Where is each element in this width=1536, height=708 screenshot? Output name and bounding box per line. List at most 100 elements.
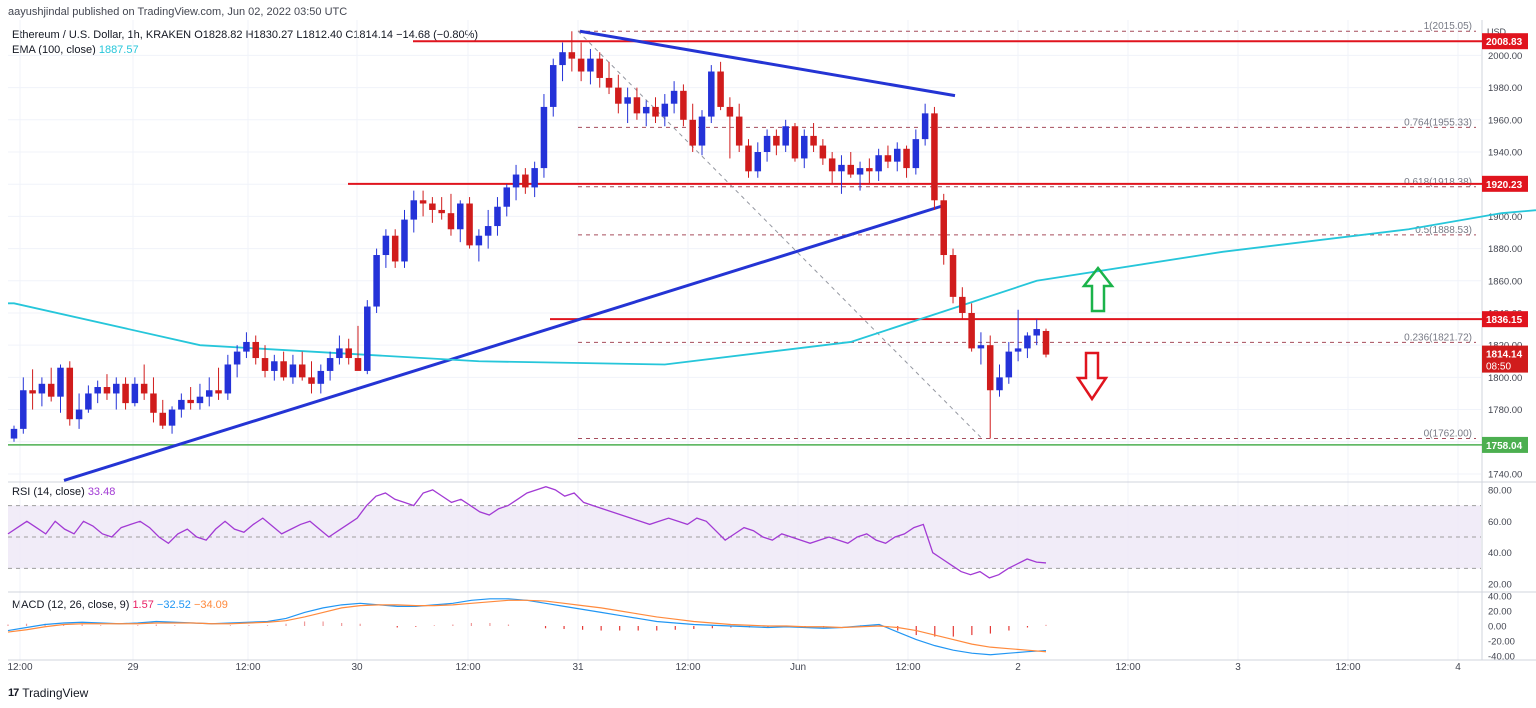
candle [457, 200, 464, 243]
candle [912, 129, 920, 175]
candle [438, 197, 445, 220]
candle [150, 377, 157, 423]
macd-tick-label: -20.00 [1488, 637, 1515, 648]
candle [391, 229, 399, 268]
candle-body [754, 152, 762, 172]
low-value: L1812.40 [296, 29, 343, 41]
candle-body [233, 351, 241, 365]
candle [642, 100, 650, 127]
rsi-label: RSI (14, close) [12, 486, 85, 498]
symbol-name: Ethereum / U.S. Dollar, 1h, KRAKEN [12, 29, 192, 41]
candle [884, 145, 892, 169]
candle-body [959, 296, 966, 313]
price-tag-bg [1482, 436, 1528, 453]
candle-body [131, 383, 139, 404]
candle-body [1042, 330, 1050, 355]
candle [931, 106, 938, 210]
y-axis-unit: USD [1487, 27, 1507, 37]
candle [708, 65, 715, 124]
y-tick-label: 1740.00 [1488, 469, 1522, 480]
y-tick-label: 1940.00 [1488, 148, 1522, 159]
candle-body [847, 164, 855, 175]
candle-body [884, 155, 892, 162]
candle [243, 332, 250, 359]
candle-body [745, 145, 752, 172]
candle [159, 399, 167, 429]
candle-body [633, 97, 641, 114]
candle-body [178, 399, 185, 410]
x-tick-label: 4 [1455, 662, 1461, 673]
candle-body [336, 348, 343, 359]
candle [745, 139, 752, 178]
x-tick-label: 12:00 [1335, 662, 1360, 673]
candle-body [838, 164, 845, 172]
candle [475, 229, 483, 262]
candle-body [150, 393, 157, 413]
candle [47, 367, 55, 402]
candle [205, 377, 213, 407]
candle-body [801, 135, 808, 159]
candle-body [364, 306, 371, 371]
candle [10, 425, 18, 442]
candle [959, 287, 966, 320]
candle-body [549, 65, 557, 107]
candle [466, 197, 473, 249]
candle-body [159, 412, 167, 426]
candle-body [996, 377, 1003, 391]
price-tag-bg [1482, 175, 1528, 192]
candle-body [85, 393, 92, 410]
y-tick-label: 1880.00 [1488, 244, 1522, 255]
candle [763, 129, 771, 162]
current-price-tag-bg [1482, 345, 1528, 373]
ema-value: 1887.57 [98, 44, 139, 56]
candle [364, 300, 371, 375]
candle-body [921, 113, 929, 140]
candle-body [298, 364, 306, 378]
candle-body [652, 106, 659, 117]
candle [1024, 332, 1031, 359]
candle [401, 209, 408, 268]
candle [875, 148, 882, 181]
ema-100-line [8, 209, 1536, 366]
candle-body [605, 77, 613, 88]
candle [494, 197, 501, 236]
tradingview-logo[interactable]: 17 TradingView [8, 686, 88, 700]
candle-body [596, 58, 603, 78]
candle [568, 31, 576, 72]
macd-legend: MACD (12, 26, close, 9) 1.57 −32.52 −34.… [12, 599, 228, 611]
candle [224, 354, 232, 400]
candle-body [29, 390, 36, 394]
candle [113, 377, 120, 410]
candle [633, 87, 641, 120]
candle-body [763, 135, 771, 152]
candle-body [326, 358, 334, 371]
brand-name: TradingView [22, 686, 89, 700]
countdown-label: 08:50 [1486, 362, 1511, 373]
candle [1005, 341, 1013, 384]
candle [605, 61, 613, 95]
candle-body [698, 116, 706, 146]
y-tick-label: 1860.00 [1488, 276, 1522, 287]
change-value: −14.68 (−0.80%) [396, 29, 479, 41]
x-tick-label: 12:00 [1115, 662, 1140, 673]
candle [652, 97, 659, 124]
fib-level-label: 1(2015.05) [1424, 21, 1472, 32]
candle-body [986, 345, 994, 391]
candle [382, 229, 390, 268]
candle [140, 364, 148, 400]
candle [168, 406, 176, 434]
candle-body [466, 203, 473, 246]
candle-body [410, 200, 418, 220]
candle-body [280, 361, 287, 378]
candle [94, 380, 101, 404]
macd-tick-label: 40.00 [1488, 591, 1512, 602]
candle-body [661, 103, 669, 117]
candle [354, 325, 362, 371]
candle-body [968, 312, 975, 349]
candle [326, 351, 334, 381]
macd-tick-label: 20.00 [1488, 606, 1512, 617]
candle-body [205, 390, 213, 397]
candle [215, 367, 222, 400]
candle-body [708, 71, 715, 117]
